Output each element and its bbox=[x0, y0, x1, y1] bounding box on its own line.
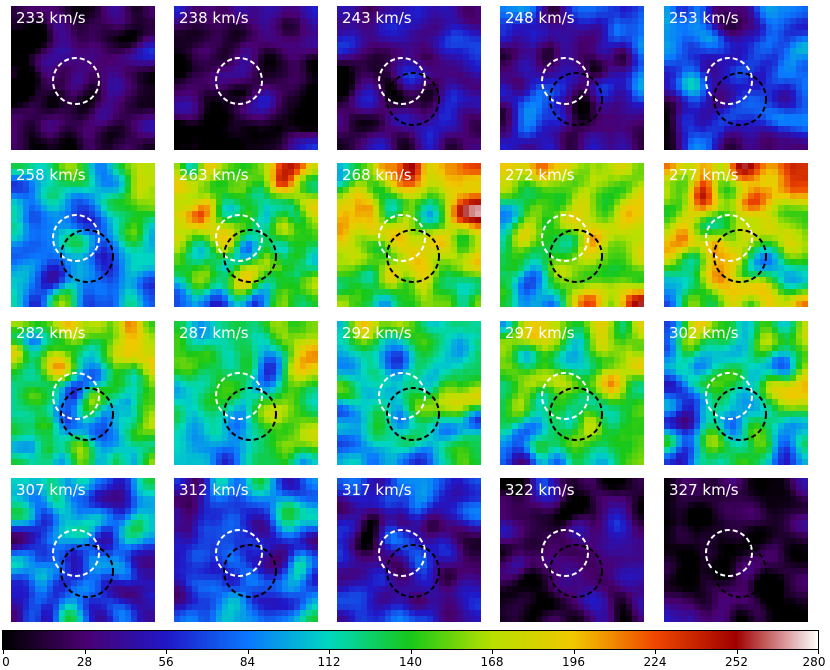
velocity-label: 233 km/s bbox=[16, 9, 86, 27]
channel-panel: 268 km/s bbox=[337, 163, 481, 307]
velocity-label: 312 km/s bbox=[179, 481, 249, 499]
velocity-label: 287 km/s bbox=[179, 324, 249, 342]
colorbar-tick bbox=[247, 650, 249, 654]
intensity-map bbox=[337, 6, 481, 150]
channel-panel: 258 km/s bbox=[11, 163, 155, 307]
velocity-label: 243 km/s bbox=[342, 9, 412, 27]
colorbar-gradient bbox=[3, 631, 818, 649]
intensity-map bbox=[500, 478, 644, 622]
intensity-map bbox=[174, 478, 318, 622]
intensity-map bbox=[500, 6, 644, 150]
colorbar-tick bbox=[573, 650, 575, 654]
colorbar-tick-label: 280 bbox=[802, 655, 826, 669]
intensity-map bbox=[11, 6, 155, 150]
channel-panel: 287 km/s bbox=[174, 321, 318, 465]
intensity-map bbox=[664, 163, 808, 307]
velocity-label: 248 km/s bbox=[505, 9, 575, 27]
colorbar bbox=[2, 630, 819, 650]
intensity-map bbox=[500, 321, 644, 465]
intensity-map bbox=[664, 6, 808, 150]
colorbar-tick bbox=[3, 650, 4, 654]
channel-panel: 292 km/s bbox=[337, 321, 481, 465]
colorbar-tick bbox=[736, 650, 738, 654]
colorbar-tick-label: 224 bbox=[643, 655, 667, 669]
colorbar-tick bbox=[329, 650, 330, 654]
colorbar-tick-label: 140 bbox=[399, 655, 422, 669]
colorbar-tick-label: 84 bbox=[239, 655, 256, 669]
velocity-label: 272 km/s bbox=[505, 166, 575, 184]
intensity-map bbox=[664, 321, 808, 465]
channel-panel: 253 km/s bbox=[664, 6, 808, 150]
velocity-label: 268 km/s bbox=[342, 166, 412, 184]
channel-panel: 272 km/s bbox=[500, 163, 644, 307]
velocity-label: 297 km/s bbox=[505, 324, 575, 342]
velocity-label: 327 km/s bbox=[669, 481, 739, 499]
intensity-map bbox=[337, 321, 481, 465]
channel-panel: 277 km/s bbox=[664, 163, 808, 307]
colorbar-tick bbox=[410, 650, 412, 654]
colorbar-tick-label: 112 bbox=[317, 655, 341, 669]
colorbar-tick bbox=[492, 650, 493, 654]
velocity-label: 253 km/s bbox=[669, 9, 739, 27]
intensity-map bbox=[337, 163, 481, 307]
channel-panel: 297 km/s bbox=[500, 321, 644, 465]
intensity-map bbox=[664, 478, 808, 622]
colorbar-tick bbox=[166, 650, 167, 654]
intensity-map bbox=[11, 478, 155, 622]
velocity-label: 282 km/s bbox=[16, 324, 86, 342]
channel-panel: 327 km/s bbox=[664, 478, 808, 622]
channel-panel: 302 km/s bbox=[664, 321, 808, 465]
velocity-label: 322 km/s bbox=[505, 481, 575, 499]
colorbar-tick-label: 56 bbox=[158, 655, 174, 669]
velocity-label: 317 km/s bbox=[342, 481, 412, 499]
channel-panel: 263 km/s bbox=[174, 163, 318, 307]
intensity-map bbox=[11, 321, 155, 465]
intensity-map bbox=[500, 163, 644, 307]
velocity-label: 258 km/s bbox=[16, 166, 86, 184]
colorbar-tick-label: 252 bbox=[725, 655, 748, 669]
colorbar-tick bbox=[84, 650, 86, 654]
channel-panel: 312 km/s bbox=[174, 478, 318, 622]
velocity-label: 292 km/s bbox=[342, 324, 412, 342]
colorbar-tick-label: 196 bbox=[562, 655, 585, 669]
colorbar-tick-label: 28 bbox=[76, 655, 93, 669]
intensity-map bbox=[174, 321, 318, 465]
colorbar-tick-label: 168 bbox=[480, 655, 504, 669]
channel-panel: 233 km/s bbox=[11, 6, 155, 150]
colorbar-tick bbox=[655, 650, 656, 654]
channel-panel: 243 km/s bbox=[337, 6, 481, 150]
velocity-label: 263 km/s bbox=[179, 166, 249, 184]
channel-panel: 307 km/s bbox=[11, 478, 155, 622]
channel-panel: 238 km/s bbox=[174, 6, 318, 150]
intensity-map bbox=[337, 478, 481, 622]
velocity-label: 277 km/s bbox=[669, 166, 739, 184]
intensity-map bbox=[174, 6, 318, 150]
velocity-label: 302 km/s bbox=[669, 324, 739, 342]
channel-panel: 322 km/s bbox=[500, 478, 644, 622]
colorbar-tick bbox=[818, 650, 819, 654]
channel-panel: 282 km/s bbox=[11, 321, 155, 465]
channel-panel: 317 km/s bbox=[337, 478, 481, 622]
intensity-map bbox=[174, 163, 318, 307]
channel-panel: 248 km/s bbox=[500, 6, 644, 150]
colorbar-tick-label: 0 bbox=[2, 655, 10, 669]
velocity-label: 238 km/s bbox=[179, 9, 249, 27]
intensity-map bbox=[11, 163, 155, 307]
velocity-label: 307 km/s bbox=[16, 481, 86, 499]
